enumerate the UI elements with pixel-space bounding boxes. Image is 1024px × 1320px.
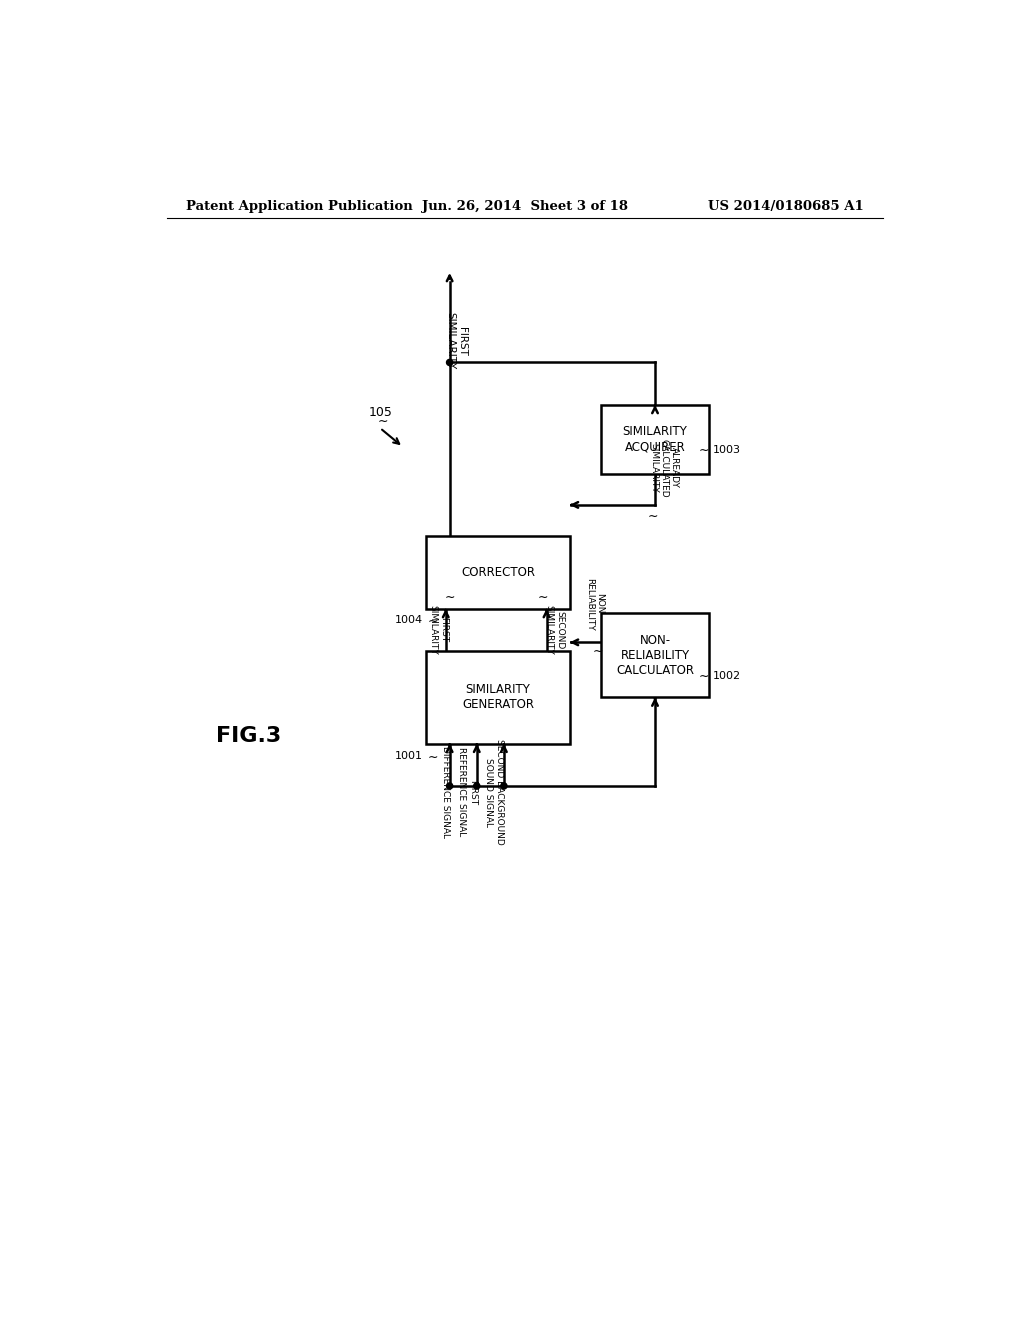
Text: CORRECTOR: CORRECTOR: [461, 566, 536, 578]
Circle shape: [446, 359, 453, 366]
Bar: [601, 612, 710, 697]
Text: 105: 105: [369, 407, 392, 418]
Text: 1002: 1002: [713, 672, 741, 681]
Bar: [601, 405, 710, 474]
Text: ∼: ∼: [428, 751, 438, 764]
Text: SECOND BACKGROUND
SOUND SIGNAL: SECOND BACKGROUND SOUND SIGNAL: [484, 739, 504, 845]
Text: 1003: 1003: [713, 445, 741, 455]
Text: Jun. 26, 2014  Sheet 3 of 18: Jun. 26, 2014 Sheet 3 of 18: [422, 199, 628, 213]
Text: ∼: ∼: [698, 669, 710, 682]
Bar: [426, 536, 569, 609]
Text: ∼: ∼: [538, 591, 548, 603]
Text: ∼: ∼: [378, 416, 388, 428]
Text: NON-
RELIABILITY
CALCULATOR: NON- RELIABILITY CALCULATOR: [616, 634, 694, 677]
Text: ∼: ∼: [593, 645, 603, 659]
Text: ∼: ∼: [698, 444, 710, 457]
Text: ALREADY
CALCULATED
SIMILARITY: ALREADY CALCULATED SIMILARITY: [649, 438, 679, 498]
Text: 1001: 1001: [395, 751, 423, 762]
Text: ∼: ∼: [647, 510, 658, 523]
Circle shape: [501, 783, 507, 789]
Text: FIRST
REFERENCE SIGNAL: FIRST REFERENCE SIGNAL: [458, 747, 477, 837]
Text: Patent Application Publication: Patent Application Publication: [186, 199, 413, 213]
Text: NON-
RELIABILITY: NON- RELIABILITY: [585, 578, 604, 631]
Text: SECOND
SIMILARITY: SECOND SIMILARITY: [545, 605, 564, 655]
Text: SIMILARITY
ACQUIRER: SIMILARITY ACQUIRER: [623, 425, 687, 454]
Bar: [426, 651, 569, 743]
Text: US 2014/0180685 A1: US 2014/0180685 A1: [709, 199, 864, 213]
Text: FIRST
SIMILARITY: FIRST SIMILARITY: [445, 313, 467, 370]
Circle shape: [446, 783, 453, 789]
Circle shape: [474, 783, 480, 789]
Text: 1004: 1004: [395, 615, 423, 624]
Text: DIFFERENCE SIGNAL: DIFFERENCE SIGNAL: [440, 746, 450, 838]
Text: ∼: ∼: [428, 615, 438, 628]
Text: ∼: ∼: [444, 591, 455, 603]
Text: FIG.3: FIG.3: [215, 726, 281, 746]
Text: FIRST
SIMILARITY: FIRST SIMILARITY: [428, 605, 447, 655]
Text: SIMILARITY
GENERATOR: SIMILARITY GENERATOR: [462, 684, 535, 711]
